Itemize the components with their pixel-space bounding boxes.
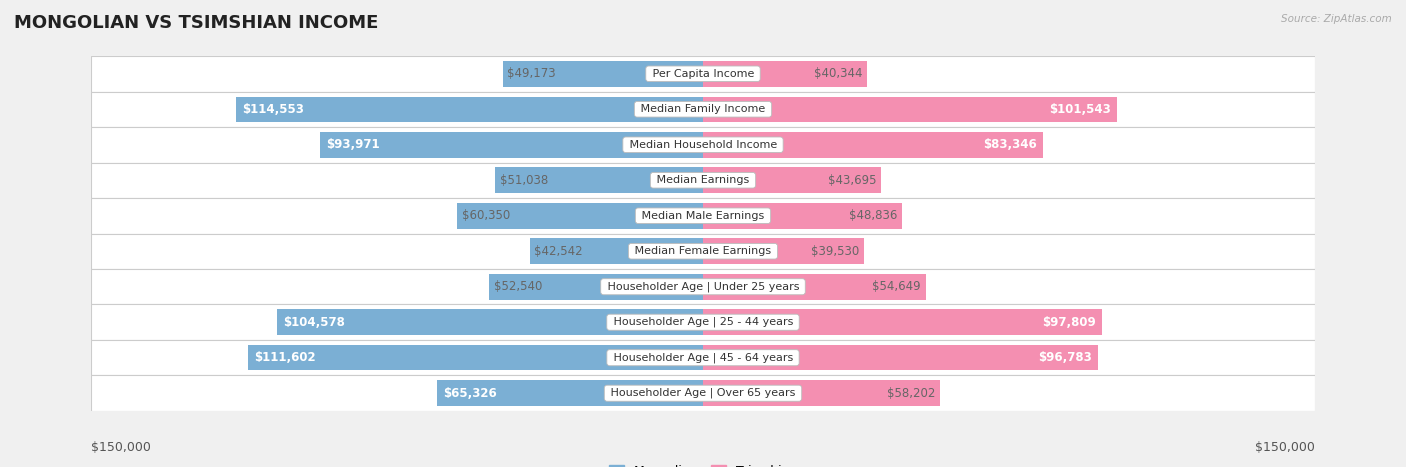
Bar [236, 97, 703, 122]
Bar [319, 132, 703, 157]
Text: $43,695: $43,695 [828, 174, 876, 187]
Bar [703, 132, 1043, 157]
Text: $39,530: $39,530 [811, 245, 859, 258]
Bar [457, 203, 703, 228]
Bar [495, 168, 703, 193]
Text: $83,346: $83,346 [983, 138, 1036, 151]
Text: $52,540: $52,540 [494, 280, 543, 293]
Text: $96,783: $96,783 [1038, 351, 1091, 364]
Text: $101,543: $101,543 [1049, 103, 1111, 116]
Text: Householder Age | Over 65 years: Householder Age | Over 65 years [607, 388, 799, 398]
FancyBboxPatch shape [91, 375, 1315, 411]
Bar [277, 310, 703, 335]
Bar [247, 345, 703, 370]
Text: Source: ZipAtlas.com: Source: ZipAtlas.com [1281, 14, 1392, 24]
FancyBboxPatch shape [91, 92, 1315, 127]
Bar [703, 310, 1102, 335]
FancyBboxPatch shape [91, 304, 1315, 340]
Text: Median Male Earnings: Median Male Earnings [638, 211, 768, 221]
Bar [703, 168, 882, 193]
Legend: Mongolian, Tsimshian: Mongolian, Tsimshian [603, 460, 803, 467]
Bar [703, 345, 1098, 370]
Text: $97,809: $97,809 [1042, 316, 1095, 329]
Bar [489, 274, 703, 299]
Text: $150,000: $150,000 [91, 441, 152, 454]
Text: $114,553: $114,553 [242, 103, 304, 116]
FancyBboxPatch shape [91, 163, 1315, 198]
Text: $49,173: $49,173 [508, 67, 555, 80]
Bar [703, 239, 865, 264]
Text: $104,578: $104,578 [283, 316, 344, 329]
Bar [703, 61, 868, 86]
Text: $42,542: $42,542 [534, 245, 583, 258]
Text: $54,649: $54,649 [872, 280, 921, 293]
Text: Median Household Income: Median Household Income [626, 140, 780, 150]
Text: Householder Age | 25 - 44 years: Householder Age | 25 - 44 years [610, 317, 796, 327]
Text: Householder Age | Under 25 years: Householder Age | Under 25 years [603, 282, 803, 292]
Bar [703, 97, 1116, 122]
Text: Median Female Earnings: Median Female Earnings [631, 246, 775, 256]
Text: Per Capita Income: Per Capita Income [648, 69, 758, 79]
Bar [530, 239, 703, 264]
Text: $40,344: $40,344 [814, 67, 863, 80]
Text: Median Family Income: Median Family Income [637, 104, 769, 114]
Bar [437, 381, 703, 406]
Text: $111,602: $111,602 [254, 351, 316, 364]
FancyBboxPatch shape [91, 198, 1315, 234]
Text: $58,202: $58,202 [887, 387, 935, 400]
Bar [703, 203, 903, 228]
Text: MONGOLIAN VS TSIMSHIAN INCOME: MONGOLIAN VS TSIMSHIAN INCOME [14, 14, 378, 32]
Text: $93,971: $93,971 [326, 138, 380, 151]
Text: $48,836: $48,836 [849, 209, 897, 222]
Bar [703, 274, 925, 299]
Text: $60,350: $60,350 [461, 209, 510, 222]
Bar [703, 381, 941, 406]
FancyBboxPatch shape [91, 269, 1315, 304]
Text: Householder Age | 45 - 64 years: Householder Age | 45 - 64 years [610, 353, 796, 363]
FancyBboxPatch shape [91, 127, 1315, 163]
Text: Median Earnings: Median Earnings [654, 175, 752, 185]
Text: $150,000: $150,000 [1254, 441, 1315, 454]
Text: $51,038: $51,038 [499, 174, 548, 187]
FancyBboxPatch shape [91, 234, 1315, 269]
FancyBboxPatch shape [91, 340, 1315, 375]
Text: $65,326: $65,326 [443, 387, 496, 400]
FancyBboxPatch shape [91, 56, 1315, 92]
Bar [502, 61, 703, 86]
